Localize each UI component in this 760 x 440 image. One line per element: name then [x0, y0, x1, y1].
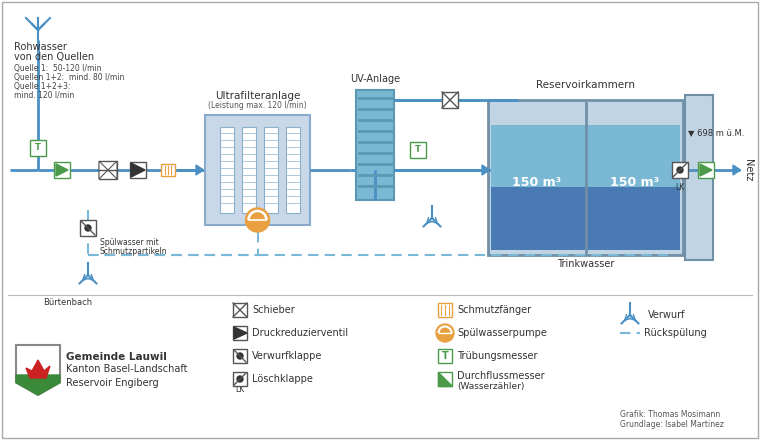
- Text: Spülwasser mit: Spülwasser mit: [100, 238, 159, 247]
- Text: Verwurf: Verwurf: [648, 310, 686, 320]
- Polygon shape: [108, 161, 117, 179]
- Polygon shape: [56, 164, 68, 176]
- Circle shape: [245, 208, 270, 232]
- Polygon shape: [16, 345, 60, 395]
- Text: Netz: Netz: [743, 159, 753, 181]
- Bar: [286, 127, 300, 213]
- Bar: [264, 127, 278, 213]
- Text: LK: LK: [676, 183, 685, 192]
- Bar: [672, 162, 688, 178]
- Text: Schieber: Schieber: [252, 305, 295, 315]
- Polygon shape: [26, 360, 50, 378]
- Text: Ultrafilteranlage: Ultrafilteranlage: [215, 91, 300, 101]
- Text: Schmutzfänger: Schmutzfänger: [457, 305, 531, 315]
- Text: ▼ 698 m ü.M.: ▼ 698 m ü.M.: [688, 128, 744, 137]
- Circle shape: [677, 167, 683, 173]
- Text: (Leistung max. 120 l/min): (Leistung max. 120 l/min): [208, 101, 307, 110]
- Text: Reservoirkammern: Reservoirkammern: [536, 80, 635, 90]
- Text: Gemeinde Lauwil: Gemeinde Lauwil: [66, 352, 167, 362]
- Polygon shape: [16, 375, 60, 395]
- Circle shape: [237, 376, 243, 382]
- Bar: [442, 92, 458, 108]
- Bar: [438, 372, 452, 386]
- Text: T: T: [415, 146, 421, 154]
- Polygon shape: [733, 165, 740, 175]
- Text: T: T: [442, 351, 448, 361]
- Text: Grafik: Thomas Mosimann: Grafik: Thomas Mosimann: [620, 410, 720, 419]
- Text: mind. 120 l/min: mind. 120 l/min: [14, 91, 74, 100]
- Bar: [220, 127, 234, 213]
- Bar: [205, 115, 310, 225]
- Bar: [242, 127, 256, 213]
- Polygon shape: [196, 165, 204, 175]
- Text: von den Quellen: von den Quellen: [14, 52, 94, 62]
- Text: LK: LK: [236, 385, 245, 394]
- Polygon shape: [482, 165, 489, 175]
- Bar: [233, 372, 247, 386]
- Text: Quellen 1+2:  mind. 80 l/min: Quellen 1+2: mind. 80 l/min: [14, 73, 125, 82]
- Bar: [491, 187, 680, 250]
- Bar: [438, 303, 452, 317]
- Text: Rohwasser: Rohwasser: [14, 42, 67, 52]
- Bar: [80, 220, 96, 236]
- Bar: [491, 125, 680, 187]
- Text: T: T: [35, 143, 41, 153]
- Text: Verwurfklappe: Verwurfklappe: [252, 351, 322, 361]
- Text: Trinkwasser: Trinkwasser: [557, 259, 614, 269]
- Bar: [356, 90, 394, 200]
- Bar: [698, 162, 714, 178]
- Bar: [438, 349, 452, 363]
- Bar: [130, 162, 146, 178]
- Bar: [161, 164, 175, 176]
- Polygon shape: [700, 164, 712, 176]
- Polygon shape: [131, 163, 145, 177]
- Polygon shape: [234, 327, 247, 339]
- Text: Trübungsmesser: Trübungsmesser: [457, 351, 537, 361]
- Bar: [233, 303, 247, 317]
- Text: (Wasserzähler): (Wasserzähler): [457, 382, 524, 392]
- Bar: [54, 162, 70, 178]
- Bar: [410, 142, 426, 158]
- Text: 150 m³: 150 m³: [512, 176, 562, 189]
- Circle shape: [85, 225, 91, 231]
- Circle shape: [436, 324, 454, 342]
- Circle shape: [237, 353, 243, 359]
- Text: Bürtenbach: Bürtenbach: [43, 298, 93, 307]
- Text: Rückspülung: Rückspülung: [644, 328, 707, 338]
- Bar: [685, 95, 713, 260]
- Bar: [233, 349, 247, 363]
- Bar: [488, 100, 683, 255]
- Text: Löschklappe: Löschklappe: [252, 374, 313, 384]
- Text: Grundlage: Isabel Martinez: Grundlage: Isabel Martinez: [620, 420, 724, 429]
- Text: Spülwasserpumpe: Spülwasserpumpe: [457, 328, 547, 338]
- Bar: [233, 326, 247, 340]
- Polygon shape: [99, 161, 108, 179]
- Text: Druckreduzierventil: Druckreduzierventil: [252, 328, 348, 338]
- Text: Schmutzpartikeln: Schmutzpartikeln: [100, 247, 167, 256]
- Bar: [99, 161, 117, 179]
- Text: Reservoir Engiberg: Reservoir Engiberg: [66, 378, 159, 388]
- Text: Kanton Basel-Landschaft: Kanton Basel-Landschaft: [66, 364, 188, 374]
- Text: 150 m³: 150 m³: [610, 176, 659, 189]
- Polygon shape: [438, 372, 452, 386]
- Text: Durchflussmesser: Durchflussmesser: [457, 371, 545, 381]
- Text: Quelle 1:  50-120 l/min: Quelle 1: 50-120 l/min: [14, 64, 102, 73]
- Text: Quelle 1+2+3:: Quelle 1+2+3:: [14, 82, 71, 91]
- Bar: [30, 140, 46, 156]
- Text: UV-Anlage: UV-Anlage: [350, 74, 400, 84]
